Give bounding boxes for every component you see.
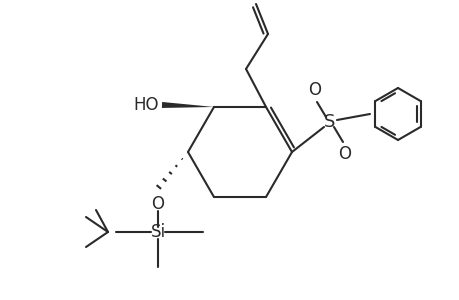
Text: S: S xyxy=(324,113,335,131)
Text: Si: Si xyxy=(150,223,165,241)
Text: O: O xyxy=(151,195,164,213)
Text: HO: HO xyxy=(133,96,159,114)
Text: O: O xyxy=(308,81,321,99)
Polygon shape xyxy=(162,102,213,108)
Text: O: O xyxy=(338,145,351,163)
